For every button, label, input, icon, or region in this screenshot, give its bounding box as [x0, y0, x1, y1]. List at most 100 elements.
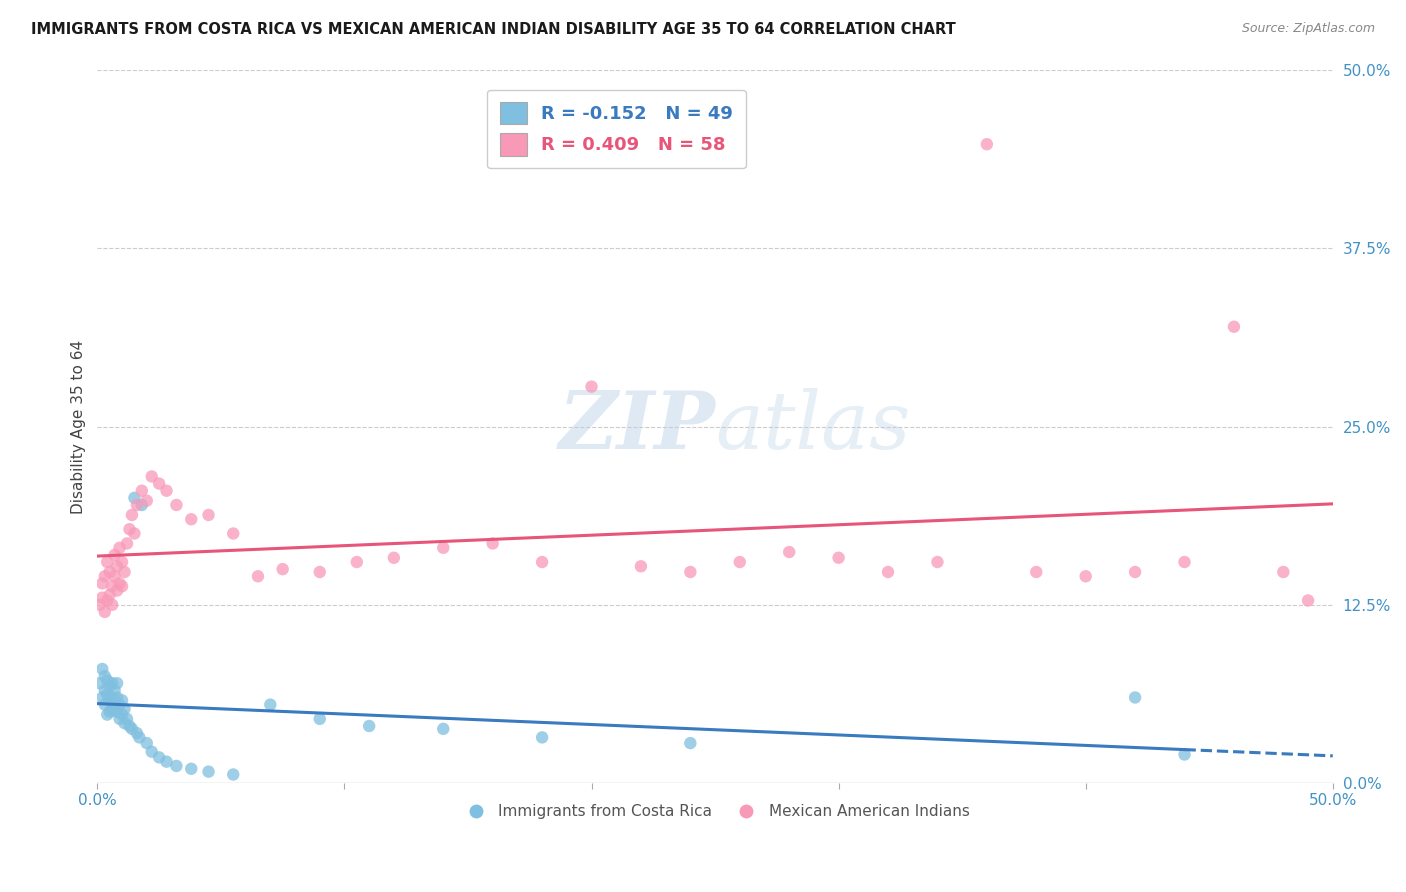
Point — [246, 569, 269, 583]
Point — [118, 522, 141, 536]
Point — [98, 565, 121, 579]
Point — [104, 548, 127, 562]
Point — [108, 712, 131, 726]
Point — [111, 707, 134, 722]
Point — [135, 493, 157, 508]
Point — [96, 555, 118, 569]
Point — [104, 698, 127, 712]
Point — [101, 579, 124, 593]
Point — [531, 731, 554, 745]
Point — [155, 483, 177, 498]
Point — [1223, 319, 1246, 334]
Point — [91, 662, 114, 676]
Point — [148, 750, 170, 764]
Point — [108, 698, 131, 712]
Point — [630, 559, 652, 574]
Point — [94, 698, 117, 712]
Text: Source: ZipAtlas.com: Source: ZipAtlas.com — [1241, 22, 1375, 36]
Point — [115, 536, 138, 550]
Point — [121, 508, 143, 522]
Point — [141, 469, 163, 483]
Point — [105, 705, 128, 719]
Point — [308, 565, 330, 579]
Point — [125, 726, 148, 740]
Point — [346, 555, 368, 569]
Point — [481, 536, 503, 550]
Point — [128, 731, 150, 745]
Point — [124, 491, 146, 505]
Point — [432, 541, 454, 555]
Point — [1173, 747, 1195, 762]
Point — [222, 767, 245, 781]
Point — [89, 598, 111, 612]
Legend: Immigrants from Costa Rica, Mexican American Indians: Immigrants from Costa Rica, Mexican Amer… — [454, 798, 976, 825]
Point — [197, 764, 219, 779]
Point — [94, 669, 117, 683]
Point — [976, 137, 998, 152]
Point — [271, 562, 294, 576]
Point — [359, 719, 381, 733]
Point — [114, 565, 136, 579]
Point — [432, 722, 454, 736]
Point — [877, 565, 900, 579]
Point — [89, 676, 111, 690]
Point — [114, 702, 136, 716]
Point — [927, 555, 949, 569]
Point — [105, 583, 128, 598]
Text: ZIP: ZIP — [558, 388, 716, 466]
Point — [308, 712, 330, 726]
Point — [121, 722, 143, 736]
Point — [131, 498, 153, 512]
Point — [115, 712, 138, 726]
Point — [98, 679, 121, 693]
Point — [135, 736, 157, 750]
Point — [91, 690, 114, 705]
Point — [94, 683, 117, 698]
Point — [98, 705, 121, 719]
Point — [131, 483, 153, 498]
Point — [155, 755, 177, 769]
Point — [101, 690, 124, 705]
Point — [111, 579, 134, 593]
Point — [1296, 593, 1319, 607]
Point — [114, 716, 136, 731]
Y-axis label: Disability Age 35 to 64: Disability Age 35 to 64 — [72, 340, 86, 514]
Point — [679, 736, 702, 750]
Point — [96, 673, 118, 688]
Point — [118, 719, 141, 733]
Point — [1025, 565, 1047, 579]
Point — [180, 512, 202, 526]
Point — [1272, 565, 1295, 579]
Point — [531, 555, 554, 569]
Point — [91, 576, 114, 591]
Point — [165, 759, 187, 773]
Point — [165, 498, 187, 512]
Point — [148, 476, 170, 491]
Point — [96, 593, 118, 607]
Point — [1123, 565, 1146, 579]
Point — [124, 526, 146, 541]
Point — [180, 762, 202, 776]
Point — [105, 690, 128, 705]
Point — [1173, 555, 1195, 569]
Point — [104, 683, 127, 698]
Point — [94, 569, 117, 583]
Point — [1074, 569, 1097, 583]
Point — [382, 550, 405, 565]
Point — [827, 550, 849, 565]
Point — [96, 688, 118, 702]
Point — [141, 745, 163, 759]
Point — [98, 588, 121, 602]
Point — [94, 605, 117, 619]
Point — [222, 526, 245, 541]
Point — [101, 598, 124, 612]
Point — [197, 508, 219, 522]
Point — [581, 379, 603, 393]
Point — [728, 555, 751, 569]
Point — [96, 707, 118, 722]
Point — [101, 702, 124, 716]
Point — [91, 591, 114, 605]
Point — [101, 676, 124, 690]
Point — [125, 498, 148, 512]
Point — [111, 693, 134, 707]
